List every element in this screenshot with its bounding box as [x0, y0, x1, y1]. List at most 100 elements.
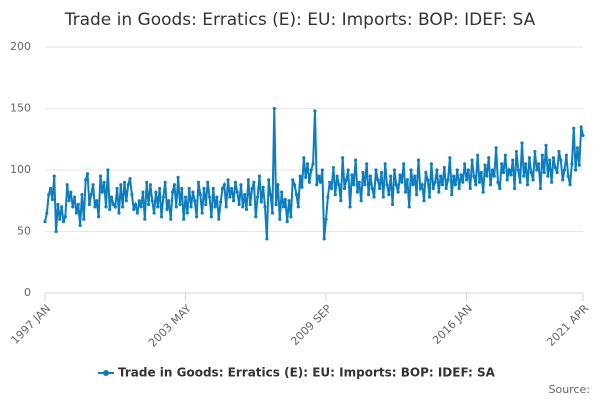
point: [512, 186, 517, 191]
point: [329, 186, 334, 191]
point: [348, 205, 352, 209]
point: [551, 156, 556, 160]
point: [575, 146, 580, 150]
point: [109, 195, 114, 199]
point: [196, 180, 201, 184]
point: [72, 195, 77, 199]
point: [548, 158, 552, 162]
point: [97, 215, 101, 219]
point: [265, 237, 269, 241]
y-tick-label: 0: [24, 286, 31, 299]
point: [170, 190, 175, 194]
point: [437, 190, 441, 194]
point: [403, 190, 408, 194]
point: [243, 193, 247, 197]
point: [546, 174, 550, 178]
point: [159, 215, 164, 219]
point: [311, 162, 315, 166]
point: [368, 174, 372, 178]
point: [43, 220, 47, 224]
point: [389, 174, 393, 178]
point: [241, 205, 245, 209]
point: [76, 202, 80, 207]
point: [409, 168, 413, 172]
point: [444, 186, 448, 191]
point: [198, 193, 202, 197]
point: [476, 153, 480, 157]
point: [553, 165, 557, 170]
point: [202, 186, 206, 191]
point: [289, 215, 293, 219]
point: [453, 183, 458, 187]
point: [525, 183, 530, 187]
point: [320, 168, 324, 172]
point: [254, 215, 258, 219]
point: [143, 217, 147, 221]
point: [413, 174, 417, 178]
point: [381, 195, 385, 199]
point: [451, 174, 456, 178]
point: [272, 106, 276, 111]
point: [45, 211, 49, 215]
point: [411, 183, 415, 187]
y-tick-label: 150: [10, 102, 31, 115]
point: [304, 175, 308, 179]
point: [405, 178, 409, 182]
point: [383, 162, 387, 166]
point: [398, 173, 402, 177]
point: [339, 199, 343, 203]
point: [464, 178, 469, 182]
point: [483, 163, 487, 167]
point: [555, 170, 559, 175]
chart-title: Trade in Goods: Erratics (E): EU: Import…: [64, 10, 536, 30]
point: [298, 174, 302, 178]
point: [67, 199, 71, 203]
point: [63, 215, 67, 219]
point: [337, 183, 341, 187]
point: [328, 180, 332, 184]
point: [278, 217, 282, 221]
point: [450, 193, 454, 197]
point: [455, 168, 459, 172]
point: [477, 180, 482, 184]
point: [461, 180, 465, 184]
point: [185, 211, 189, 215]
point: [248, 202, 252, 207]
point: [183, 195, 188, 199]
point: [56, 202, 60, 207]
point: [463, 162, 467, 166]
point: [440, 183, 445, 187]
point: [91, 183, 95, 187]
point: [363, 183, 367, 187]
point: [121, 205, 125, 209]
point: [407, 205, 411, 209]
point: [217, 217, 221, 221]
point: [459, 173, 463, 177]
point: [564, 153, 568, 157]
point: [544, 143, 548, 147]
point: [342, 186, 347, 191]
y-tick-label: 100: [10, 163, 31, 176]
point: [378, 186, 382, 191]
point: [204, 202, 208, 207]
point: [139, 205, 143, 209]
point: [488, 183, 493, 187]
point: [256, 195, 260, 199]
point: [189, 205, 193, 209]
point: [505, 178, 509, 182]
point: [333, 193, 337, 197]
point: [305, 162, 310, 166]
point: [355, 190, 360, 194]
point: [352, 183, 356, 187]
point: [191, 190, 195, 194]
point: [429, 162, 433, 166]
point: [485, 174, 489, 178]
point: [370, 186, 374, 191]
point: [317, 174, 321, 178]
point: [322, 237, 326, 241]
point: [353, 158, 358, 162]
point: [572, 126, 576, 130]
point: [446, 178, 450, 182]
point: [113, 205, 117, 209]
point: [359, 199, 363, 203]
